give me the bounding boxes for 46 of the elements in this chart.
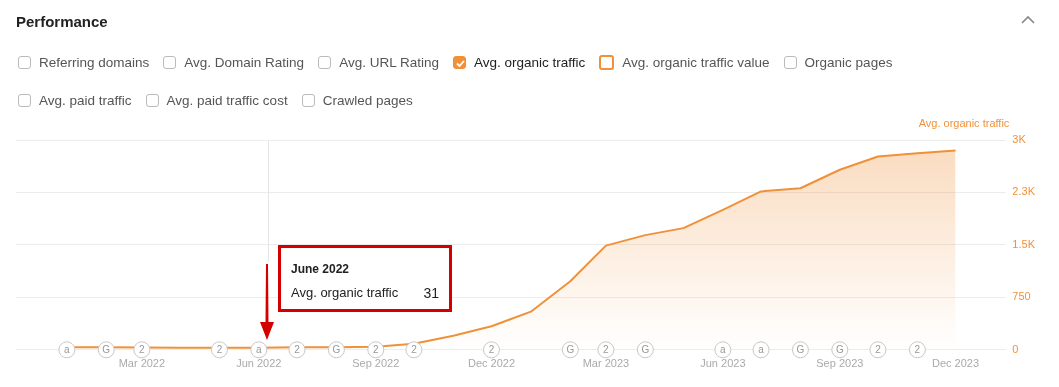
- x-tick-label: Dec 2022: [467, 357, 516, 370]
- x-tick-label: Sep 2023: [816, 357, 864, 370]
- text: Crawled pages: [322, 92, 413, 108]
- x-tick-label: Mar 2023: [582, 357, 630, 370]
- y-tick-label: 2.3K: [1012, 185, 1036, 198]
- text: Avg. Domain Rating: [184, 54, 305, 70]
- annotation: June 2022: [291, 262, 351, 276]
- text: Avg. URL Rating: [339, 54, 439, 70]
- y-tick-label: 0: [1012, 342, 1019, 355]
- chart-title: Performance: [16, 13, 108, 30]
- x-tick-label: Sep 2022: [352, 357, 400, 370]
- annotation: 2: [294, 344, 301, 356]
- annotation: 2: [875, 344, 882, 356]
- text: Avg. organic traffic value: [622, 54, 770, 70]
- annotation: 2: [216, 344, 223, 356]
- annotation: 31: [423, 285, 439, 301]
- x-tick-label: Dec 2023: [931, 357, 980, 370]
- annotation: 2: [139, 344, 146, 356]
- annotation: 2: [603, 344, 610, 356]
- annotation: G: [835, 344, 844, 356]
- y-axis-title: Avg. organic traffic: [918, 117, 1010, 130]
- text: Organic pages: [804, 54, 893, 70]
- annotation: G: [641, 344, 650, 356]
- annotation: G: [332, 344, 341, 356]
- x-tick-label: Jun 2023: [700, 357, 746, 370]
- x-tick-label: Jun 2022: [236, 357, 282, 370]
- annotation: G: [796, 344, 805, 356]
- annotation: 2: [411, 344, 418, 356]
- annotation: a: [64, 344, 71, 356]
- y-tick-label: 1.5K: [1012, 237, 1036, 250]
- annotation: 2: [914, 344, 921, 356]
- x-tick-label: Mar 2022: [118, 357, 166, 370]
- annotation: 2: [488, 344, 495, 356]
- annotation: a: [720, 344, 727, 356]
- y-tick-label: 750: [1012, 290, 1031, 303]
- annotation: a: [256, 344, 263, 356]
- text: Avg. paid traffic cost: [166, 92, 288, 108]
- annotation: 2: [373, 344, 380, 356]
- annotation: G: [566, 344, 575, 356]
- annotation: Avg. organic traffic: [291, 285, 399, 301]
- annotation: G: [102, 344, 111, 356]
- y-tick-label: 3K: [1012, 133, 1027, 146]
- text: Avg. organic traffic: [473, 54, 586, 70]
- text: Referring domains: [39, 54, 150, 70]
- annotation: a: [758, 344, 765, 356]
- text: Avg. paid traffic: [39, 92, 132, 108]
